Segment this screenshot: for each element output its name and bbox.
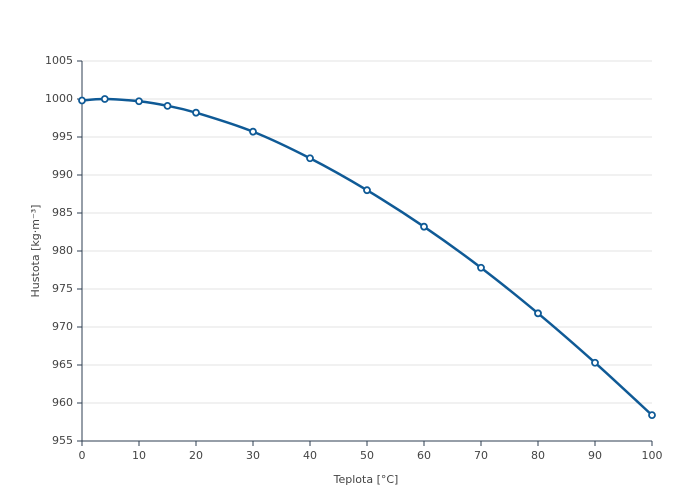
data-point xyxy=(78,96,86,105)
x-tick-label: 40 xyxy=(303,449,317,462)
x-tick-label: 10 xyxy=(132,449,146,462)
data-point xyxy=(477,263,485,272)
y-tick-label: 975 xyxy=(52,282,73,295)
y-tick-label: 1005 xyxy=(45,54,73,67)
y-tick-label: 1000 xyxy=(45,92,73,105)
x-axis-label: Teplota [°C] xyxy=(333,473,399,486)
data-line xyxy=(81,97,653,417)
data-point xyxy=(135,97,143,106)
x-tick-label: 100 xyxy=(642,449,663,462)
y-tick-label: 960 xyxy=(52,396,73,409)
data-point xyxy=(249,127,257,136)
x-tick-label: 80 xyxy=(531,449,545,462)
y-tick-label: 995 xyxy=(52,130,73,143)
x-tick-label: 70 xyxy=(474,449,488,462)
y-tick-label: 955 xyxy=(52,434,73,447)
x-tick-label: 20 xyxy=(189,449,203,462)
data-point xyxy=(306,154,314,163)
y-tick-label: 990 xyxy=(52,168,73,181)
x-tick-label: 30 xyxy=(246,449,260,462)
y-tick-label: 980 xyxy=(52,244,73,257)
data-point xyxy=(534,309,542,318)
data-point xyxy=(100,95,109,103)
x-tick-label: 50 xyxy=(360,449,374,462)
data-point xyxy=(420,222,428,231)
x-tick-label: 60 xyxy=(417,449,431,462)
data-point xyxy=(192,108,200,117)
data-point xyxy=(163,101,172,110)
data-point xyxy=(648,411,656,420)
x-tick-label: 0 xyxy=(79,449,86,462)
data-point xyxy=(363,186,371,195)
y-tick-label: 965 xyxy=(52,358,73,371)
y-tick-label: 970 xyxy=(52,320,73,333)
y-axis-label: Hustota [kg·m⁻³] xyxy=(29,205,42,298)
x-tick-label: 90 xyxy=(588,449,602,462)
data-point xyxy=(591,358,599,367)
y-tick-label: 985 xyxy=(52,206,73,219)
